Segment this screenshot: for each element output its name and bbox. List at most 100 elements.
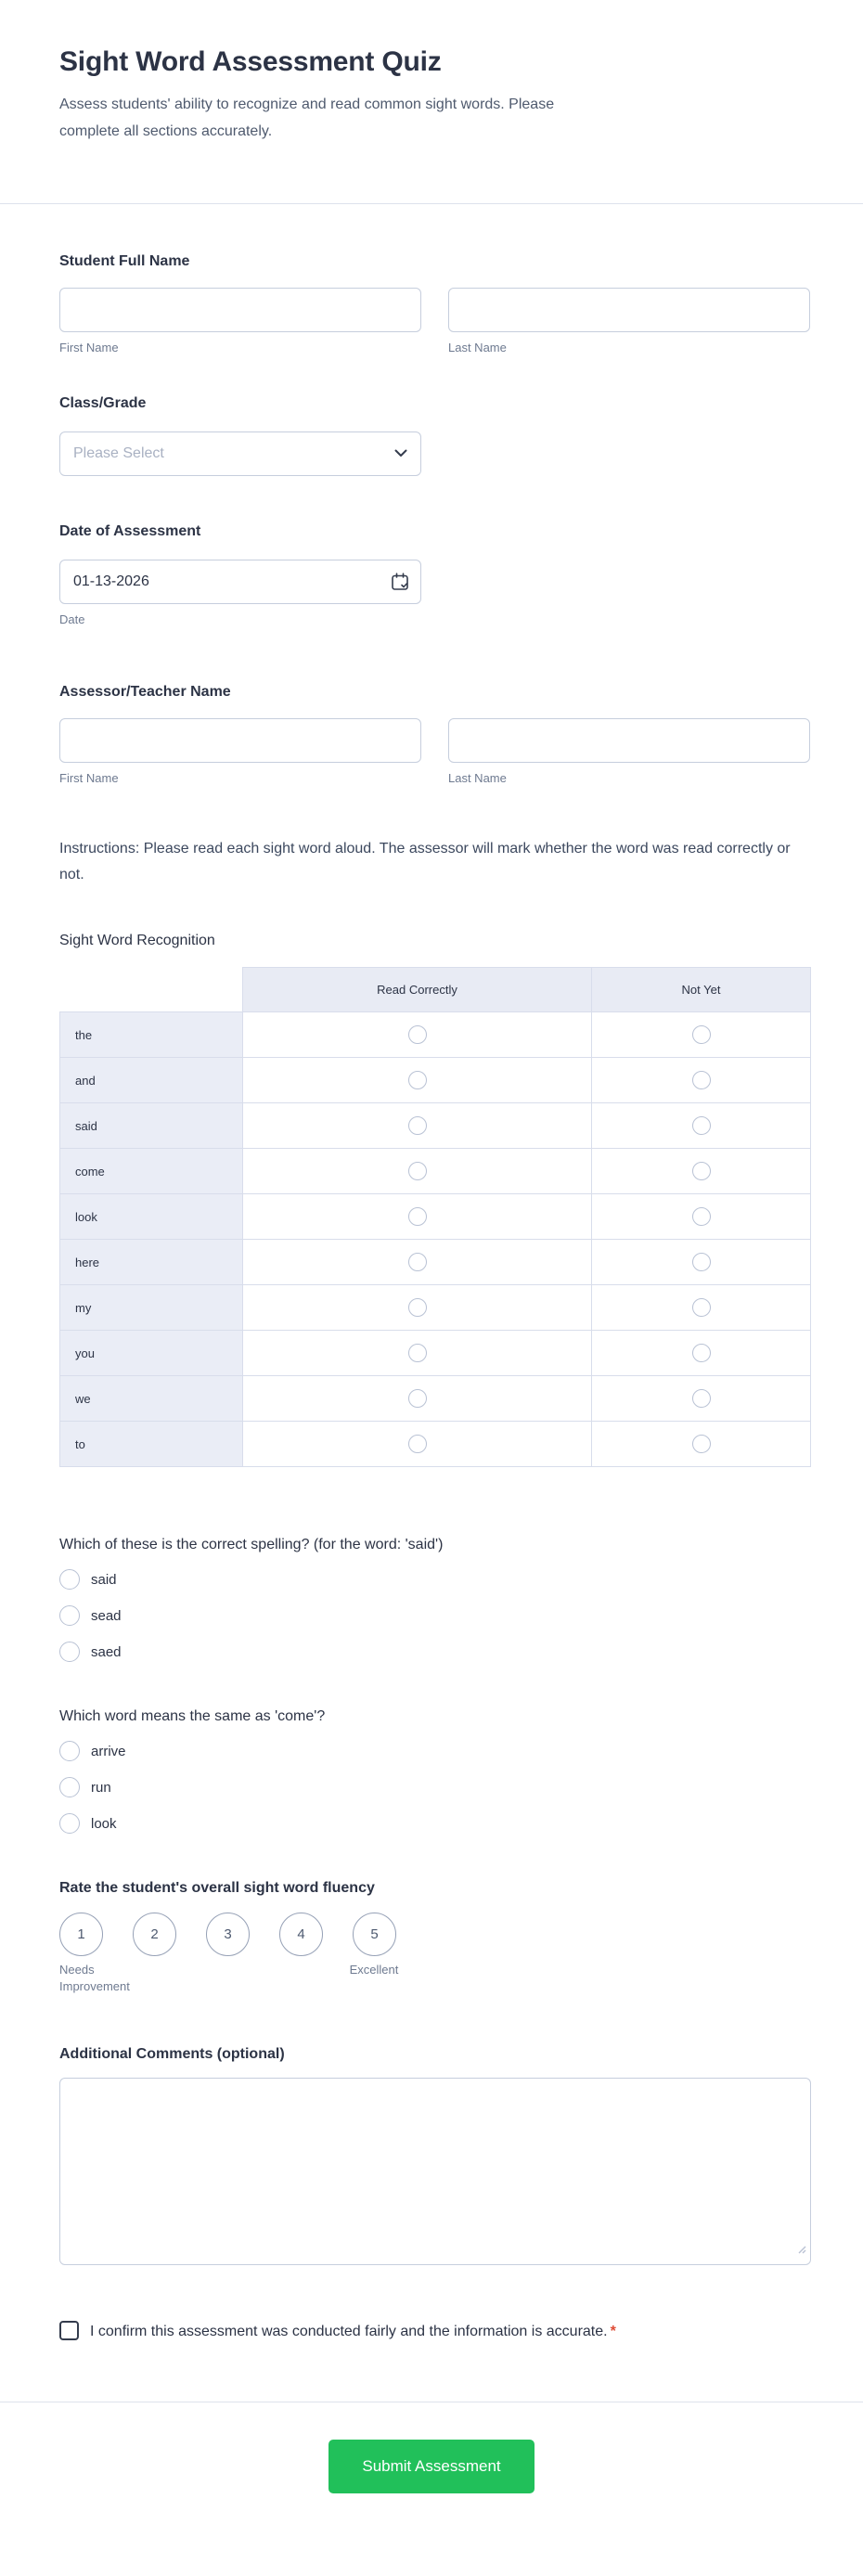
column-header-not-yet: Not Yet [591,967,811,1012]
radio-we-read-correctly[interactable] [407,1389,427,1408]
radio-my-not-yet[interactable] [691,1298,711,1317]
radio-option-said[interactable] [59,1569,80,1590]
assessor-first-name-sublabel: First Name [59,771,119,785]
word-label: look [59,1193,243,1240]
table-row: here [59,1239,811,1285]
radio-the-read-correctly[interactable] [407,1025,427,1044]
rating-scale: 1 2 3 4 5 [59,1913,812,1956]
radio-the-not-yet[interactable] [691,1025,711,1044]
table-row: and [59,1057,811,1103]
question-synonym: Which word means the same as 'come'? arr… [59,1707,812,1835]
calendar-icon[interactable] [390,572,410,592]
option-label: saed [91,1643,122,1660]
option-look[interactable]: look [59,1812,812,1835]
table-row: look [59,1193,811,1240]
rating-circle-2[interactable]: 2 [133,1913,176,1956]
table-row: you [59,1330,811,1376]
word-label: come [59,1148,243,1194]
radio-you-read-correctly[interactable] [407,1344,427,1362]
rating-label: Rate the student's overall sight word fl… [59,1880,375,1896]
assessor-last-name-sublabel: Last Name [448,771,507,785]
assessor-name-label: Assessor/Teacher Name [59,684,231,700]
radio-come-not-yet[interactable] [691,1162,711,1180]
radio-option-run[interactable] [59,1777,80,1797]
assessor-last-name-input[interactable] [448,718,810,763]
student-first-name-input[interactable] [59,288,421,332]
date-input[interactable] [59,560,421,604]
radio-to-not-yet[interactable] [691,1435,711,1453]
student-name-label: Student Full Name [59,253,190,269]
table-row: said [59,1102,811,1149]
radio-option-sead[interactable] [59,1605,80,1626]
table-corner-cell [59,967,243,1012]
word-label: we [59,1375,243,1422]
question-student-name: Student Full Name First Name Last Name [59,252,812,355]
submit-button[interactable]: Submit Assessment [328,2440,535,2493]
class-grade-label: Class/Grade [59,395,147,411]
confirmation-checkbox[interactable] [59,2321,79,2340]
word-label: the [59,1011,243,1058]
radio-come-read-correctly[interactable] [407,1162,427,1180]
option-sead[interactable]: sead [59,1604,812,1627]
form-header: Sight Word Assessment Quiz Assess studen… [0,0,863,204]
assessment-date-label: Date of Assessment [59,523,201,539]
radio-option-arrive[interactable] [59,1741,80,1761]
rating-circle-4[interactable]: 4 [279,1913,323,1956]
word-label: to [59,1421,243,1467]
radio-and-not-yet[interactable] [691,1071,711,1089]
question-sight-word-recognition: Sight Word Recognition Read Correctly No… [59,932,812,1467]
rating-min-label: Needs Improvement [59,1963,130,1993]
assessor-first-name-input[interactable] [59,718,421,763]
question-confirmation: I confirm this assessment was conducted … [59,2321,709,2343]
word-label: my [59,1284,243,1331]
option-label: arrive [91,1743,126,1759]
radio-you-not-yet[interactable] [691,1344,711,1362]
radio-my-read-correctly[interactable] [407,1298,427,1317]
radio-here-read-correctly[interactable] [407,1253,427,1271]
form-footer: Submit Assessment [0,2402,863,2540]
radio-and-read-correctly[interactable] [407,1071,427,1089]
rating-circle-3[interactable]: 3 [206,1913,250,1956]
required-asterisk: * [610,2324,616,2339]
option-said[interactable]: said [59,1568,812,1591]
comments-textarea[interactable] [59,2078,811,2265]
word-label: you [59,1330,243,1376]
radio-said-read-correctly[interactable] [407,1116,427,1135]
word-label: and [59,1057,243,1103]
question-spelling: Which of these is the correct spelling? … [59,1536,812,1663]
radio-said-not-yet[interactable] [691,1116,711,1135]
table-row: the [59,1011,811,1058]
recognition-label: Sight Word Recognition [59,933,215,948]
resize-grip-icon[interactable] [797,2242,806,2259]
table-row: come [59,1148,811,1194]
option-run[interactable]: run [59,1776,812,1798]
comments-label: Additional Comments (optional) [59,2046,285,2062]
radio-look-read-correctly[interactable] [407,1207,427,1226]
class-grade-select[interactable]: Please Select [59,431,421,476]
rating-circle-1[interactable]: 1 [59,1913,103,1956]
chevron-down-icon [394,445,407,462]
rating-circle-5[interactable]: 5 [353,1913,396,1956]
form-body: Student Full Name First Name Last Name C… [0,252,863,2402]
radio-to-read-correctly[interactable] [407,1435,427,1453]
option-saed[interactable]: saed [59,1641,812,1663]
radio-look-not-yet[interactable] [691,1207,711,1226]
synonym-question-label: Which word means the same as 'come'? [59,1708,326,1724]
question-class-grade: Class/Grade Please Select [59,394,812,476]
radio-we-not-yet[interactable] [691,1389,711,1408]
radio-option-look[interactable] [59,1813,80,1834]
word-label: said [59,1102,243,1149]
table-header-row: Read Correctly Not Yet [59,967,811,1012]
student-last-name-input[interactable] [448,288,810,332]
column-header-read-correctly: Read Correctly [242,967,592,1012]
question-assessment-date: Date of Assessment Date [59,522,812,627]
spelling-question-label: Which of these is the correct spelling? … [59,1537,444,1552]
student-last-name-sublabel: Last Name [448,341,507,354]
table-row: my [59,1284,811,1331]
table-row: to [59,1421,811,1467]
recognition-table: Read Correctly Not Yet the and said [59,967,811,1467]
radio-here-not-yet[interactable] [691,1253,711,1271]
radio-option-saed[interactable] [59,1642,80,1662]
option-arrive[interactable]: arrive [59,1740,812,1762]
